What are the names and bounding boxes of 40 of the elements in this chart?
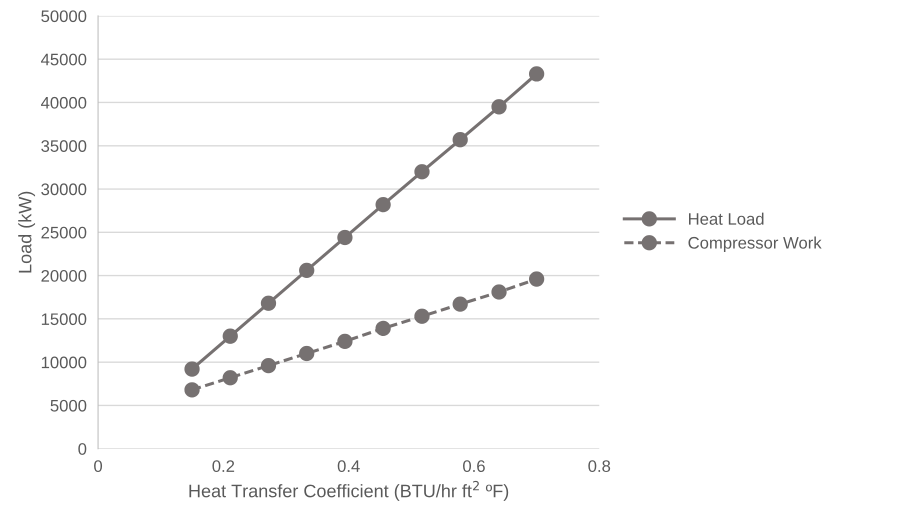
y-tick-label: 35000	[41, 140, 86, 152]
y-tick-label: 25000	[41, 226, 86, 239]
x-tick-label: 0	[94, 460, 102, 472]
point	[414, 164, 430, 180]
point	[528, 271, 544, 287]
point	[452, 296, 468, 312]
legend-label: Compressor Work	[688, 236, 822, 252]
x-tick-label: 0.6	[463, 460, 485, 472]
x-tick-label: 0.8	[588, 460, 610, 472]
point	[337, 334, 353, 350]
point	[491, 99, 507, 114]
point	[222, 328, 238, 344]
x-tick-label: 0.4	[338, 460, 360, 472]
point	[491, 284, 507, 300]
y-tick-label: 45000	[40, 54, 86, 66]
point	[299, 346, 314, 362]
y-tick-label: 10000	[42, 356, 86, 368]
y-axis-title: Load (kW)	[18, 192, 36, 272]
y-tick-label: 15000	[42, 313, 86, 326]
point	[414, 308, 430, 324]
point	[299, 262, 314, 278]
y-tick-label: 5000	[50, 400, 86, 412]
point	[184, 361, 200, 377]
legend-label: Heat Load	[689, 212, 764, 225]
y-tick-label: 30000	[41, 183, 86, 196]
x-axis-title: Heat Transfer Coefficient (BTU/hr ft$^{2}$ ºF)	[189, 480, 508, 501]
point	[528, 66, 544, 82]
point	[375, 320, 391, 336]
point	[260, 296, 276, 311]
point	[222, 370, 238, 386]
y-tick-label: 0	[78, 443, 86, 455]
point	[337, 230, 353, 246]
y-tick-label: 50000	[41, 10, 86, 22]
point	[184, 382, 200, 398]
point	[452, 132, 468, 148]
y-tick-label: 40000	[40, 96, 86, 109]
y-tick-label: 20000	[41, 270, 86, 282]
point	[260, 358, 276, 374]
x-tick-label: 0.2	[212, 460, 234, 472]
point	[375, 196, 391, 212]
